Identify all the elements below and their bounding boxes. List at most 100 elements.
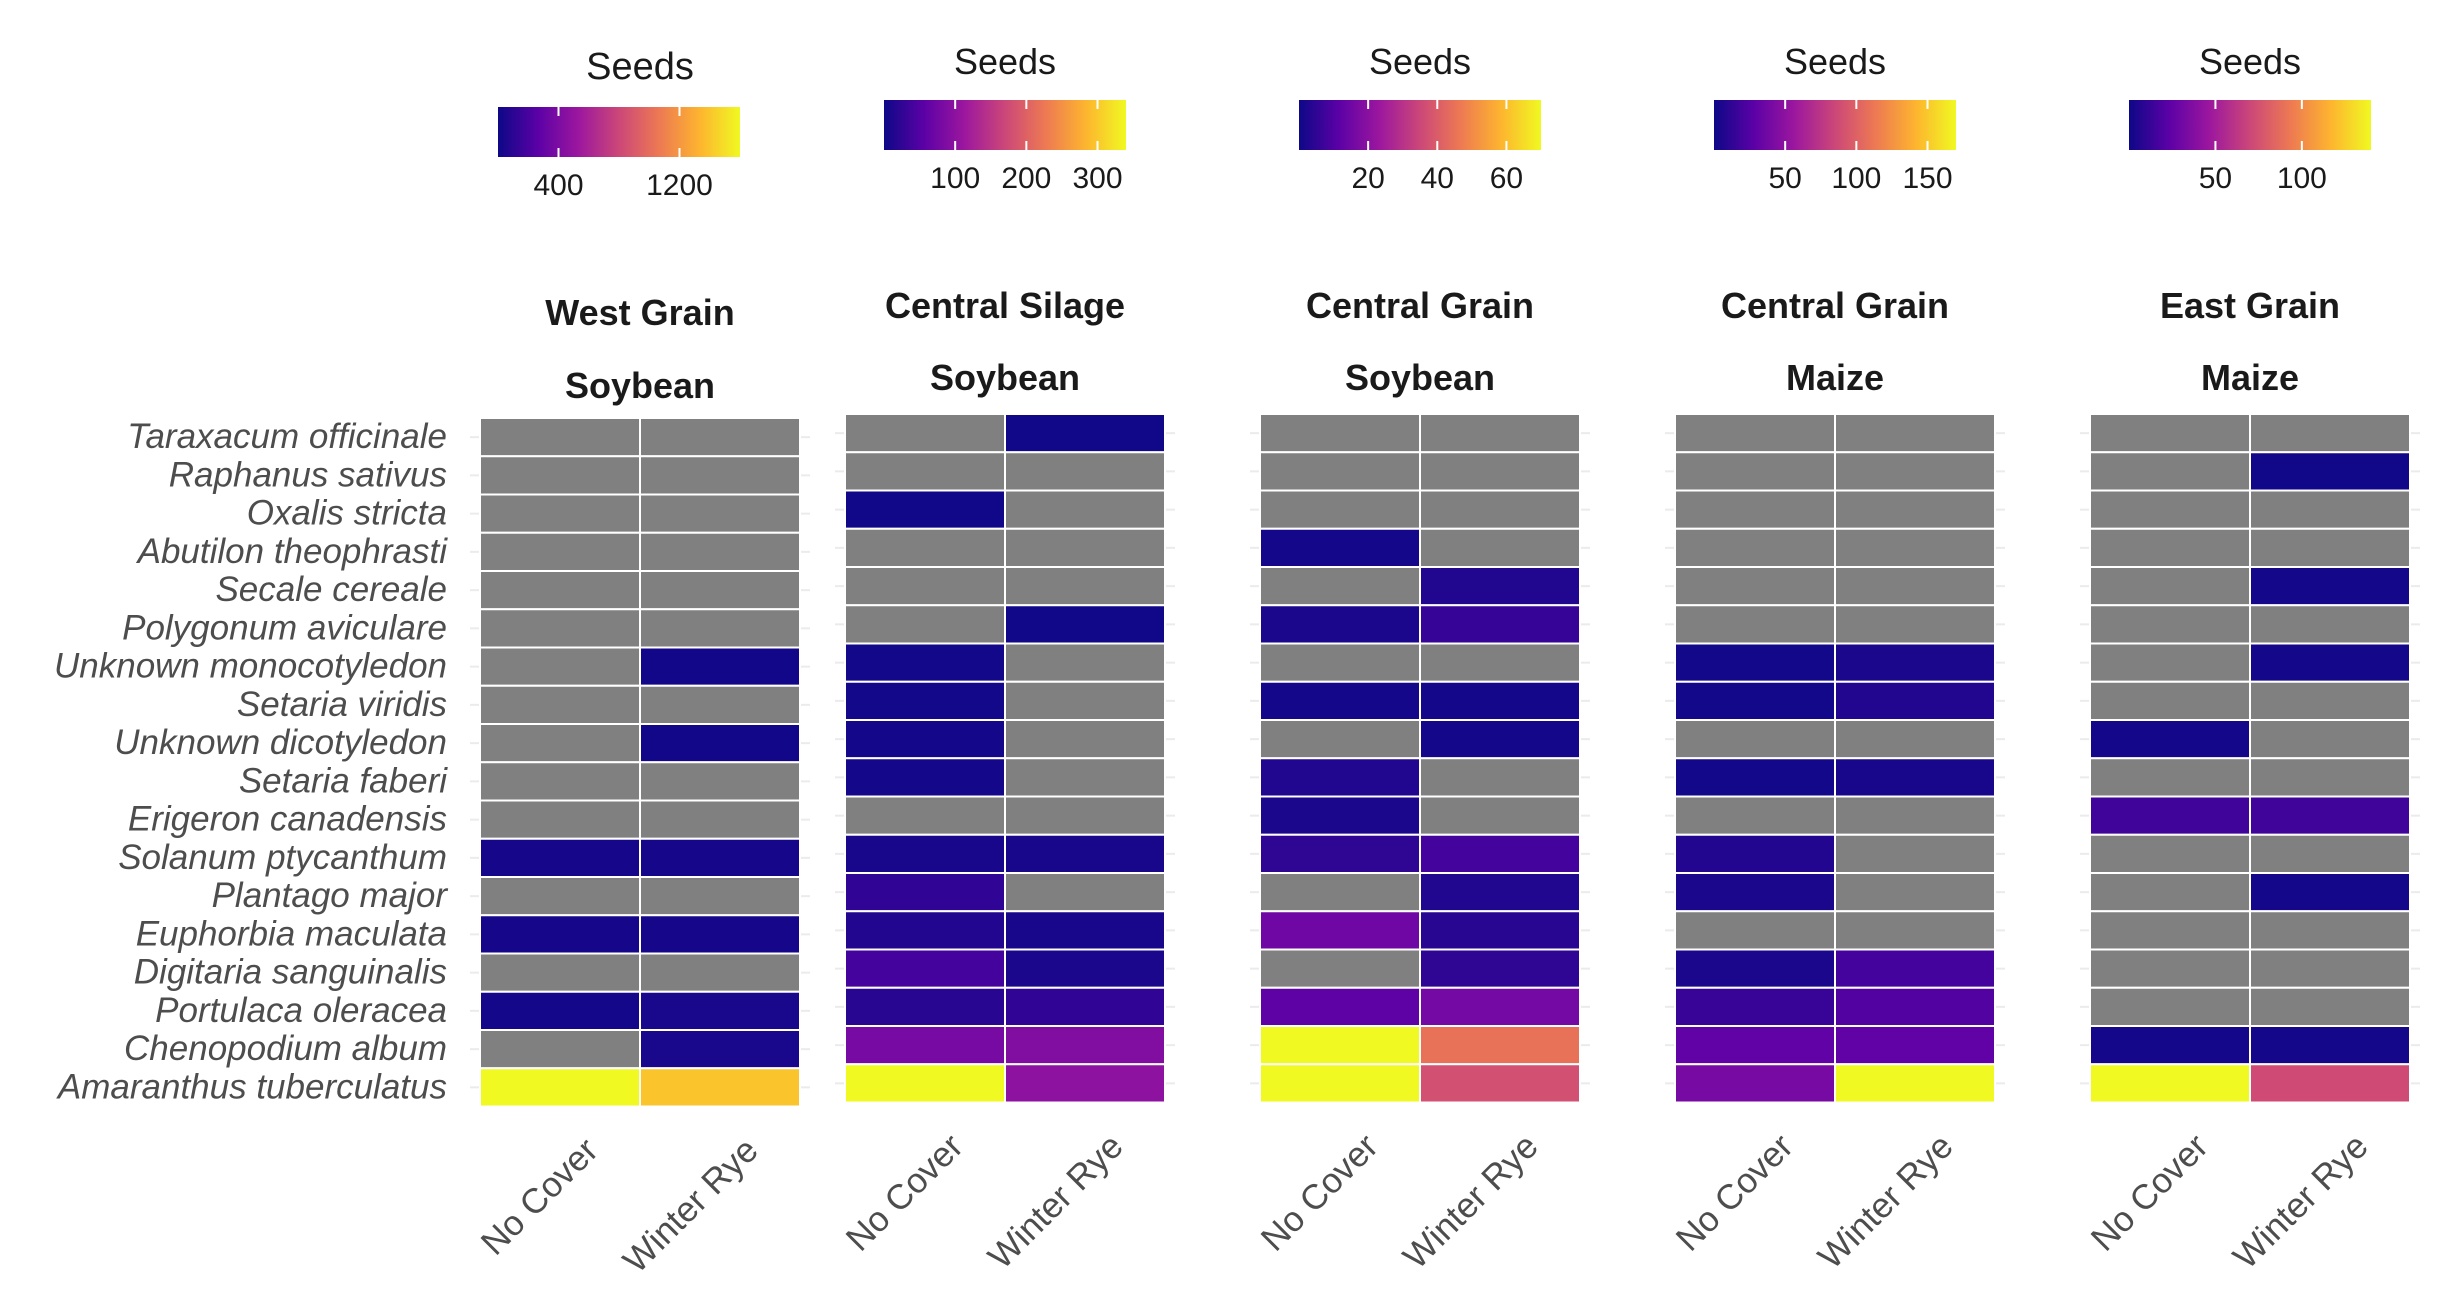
colorbar-tick-label: 1200 bbox=[646, 169, 713, 202]
heatmap-cell bbox=[2249, 489, 2411, 530]
heatmap-cell bbox=[639, 876, 801, 917]
heatmap-cell bbox=[639, 799, 801, 840]
species-label: Unknown monocotyledon bbox=[54, 647, 447, 686]
heatmap-cell bbox=[2089, 948, 2251, 989]
treatment-label: No Cover bbox=[839, 1126, 971, 1258]
heatmap-cell bbox=[1834, 757, 1996, 798]
heatmap-cell bbox=[1259, 1063, 1421, 1104]
heatmap-cell bbox=[1674, 910, 1836, 951]
heatmap-cell bbox=[844, 719, 1006, 760]
heatmap-cell bbox=[2249, 757, 2411, 798]
heatmap-cell bbox=[2089, 680, 2251, 721]
heatmap-cell bbox=[2249, 642, 2411, 683]
heatmap-cell bbox=[1259, 1025, 1421, 1066]
heatmap-cell bbox=[479, 1029, 641, 1070]
heatmap-cell bbox=[844, 948, 1006, 989]
species-label: Taraxacum officinale bbox=[127, 417, 447, 456]
heatmap-cell bbox=[844, 1025, 1006, 1066]
heatmap-cell bbox=[479, 723, 641, 764]
heatmap-cell bbox=[1674, 413, 1836, 454]
heatmap-cell bbox=[479, 493, 641, 534]
heatmap-cell bbox=[639, 493, 801, 534]
heatmap-cell bbox=[1419, 986, 1581, 1027]
facet-crop-label: Soybean bbox=[565, 365, 715, 406]
heatmap-cell bbox=[1004, 719, 1166, 760]
heatmap-cell bbox=[1419, 910, 1581, 951]
facet-crop-label: Maize bbox=[2201, 357, 2299, 398]
species-label: Amaranthus tuberculatus bbox=[56, 1067, 447, 1106]
heatmap-cell bbox=[1259, 910, 1421, 951]
heatmap-cell bbox=[639, 455, 801, 496]
treatment-label: Winter Rye bbox=[1396, 1127, 1546, 1277]
heatmap-cell bbox=[639, 723, 801, 764]
heatmap-cell bbox=[1674, 986, 1836, 1027]
species-label: Setaria faberi bbox=[239, 761, 448, 800]
heatmap-cell bbox=[2249, 451, 2411, 492]
treatment-label: Winter Rye bbox=[2226, 1127, 2376, 1277]
heatmap-cell bbox=[639, 837, 801, 878]
colorbar-tick-label: 150 bbox=[1902, 162, 1952, 195]
treatment-label: No Cover bbox=[474, 1130, 606, 1262]
heatmap-cell bbox=[1004, 1063, 1166, 1104]
colorbar-tick-label: 40 bbox=[1421, 162, 1454, 195]
heatmap-cell bbox=[1004, 527, 1166, 568]
heatmap-cell bbox=[479, 837, 641, 878]
heatmap-cell bbox=[844, 986, 1006, 1027]
colorbar-tick-label: 50 bbox=[2199, 162, 2232, 195]
heatmap-cell bbox=[639, 952, 801, 993]
heatmap-cell bbox=[2249, 680, 2411, 721]
colorbar-tick-label: 100 bbox=[2277, 162, 2327, 195]
heatmap-cell bbox=[479, 990, 641, 1031]
heatmap-cell bbox=[1834, 680, 1996, 721]
heatmap-cell bbox=[1419, 833, 1581, 874]
heatmap-cell bbox=[639, 1067, 801, 1108]
heatmap-cell bbox=[844, 413, 1006, 454]
heatmap-cell bbox=[2249, 948, 2411, 989]
colorbar-tick-label: 50 bbox=[1768, 162, 1801, 195]
heatmap-cell bbox=[1004, 986, 1166, 1027]
heatmap-cell bbox=[1004, 872, 1166, 913]
heatmap-cell bbox=[2089, 642, 2251, 683]
heatmap-cell bbox=[1419, 1063, 1581, 1104]
species-label: Chenopodium album bbox=[124, 1029, 447, 1068]
heatmap-cell bbox=[2089, 604, 2251, 645]
heatmap-cell bbox=[2089, 757, 2251, 798]
heatmap-cell bbox=[1259, 642, 1421, 683]
treatment-label: No Cover bbox=[1254, 1126, 1386, 1258]
heatmap-cell bbox=[1259, 451, 1421, 492]
heatmap-cell bbox=[1674, 872, 1836, 913]
heatmap-cell bbox=[479, 761, 641, 802]
heatmap-cell bbox=[1004, 413, 1166, 454]
heatmap-cell bbox=[1004, 948, 1166, 989]
species-label: Erigeron canadensis bbox=[128, 800, 447, 839]
heatmap-cell bbox=[1259, 680, 1421, 721]
colorbar-tick-label: 20 bbox=[1351, 162, 1384, 195]
heatmap-cell bbox=[1834, 1063, 1996, 1104]
heatmap-cell bbox=[2249, 719, 2411, 760]
heatmap-cell bbox=[1674, 1063, 1836, 1104]
colorbar-tick-label: 300 bbox=[1072, 162, 1122, 195]
heatmap-cell bbox=[1004, 680, 1166, 721]
species-label: Euphorbia maculata bbox=[136, 914, 447, 953]
heatmap-cell bbox=[1004, 451, 1166, 492]
heatmap-cell bbox=[1259, 757, 1421, 798]
heatmap-cell bbox=[2089, 527, 2251, 568]
heatmap-cell bbox=[1834, 1025, 1996, 1066]
heatmap-cell bbox=[2249, 527, 2411, 568]
heatmap-cell bbox=[1834, 489, 1996, 530]
treatment-label: No Cover bbox=[1669, 1126, 1801, 1258]
colorbar-tick-label: 200 bbox=[1001, 162, 1051, 195]
heatmap-cell bbox=[639, 761, 801, 802]
heatmap-cell bbox=[1259, 872, 1421, 913]
panel-5: East Grain Maize Seeds 50 100 No Cover Winter … bbox=[2080, 41, 2420, 1277]
heatmap-cell bbox=[1834, 451, 1996, 492]
heatmap-cell bbox=[2089, 872, 2251, 913]
species-label: Setaria viridis bbox=[237, 685, 447, 724]
treatment-label: No Cover bbox=[2084, 1126, 2216, 1258]
heatmap-cell bbox=[1419, 451, 1581, 492]
heatmap-cell bbox=[1259, 566, 1421, 607]
panel-1: West Grain Soybean Seeds 400 1200 No Cover Win… bbox=[470, 46, 810, 1281]
heatmap-cell bbox=[1419, 872, 1581, 913]
heatmap-cell bbox=[639, 608, 801, 649]
heatmap-cell bbox=[844, 910, 1006, 951]
